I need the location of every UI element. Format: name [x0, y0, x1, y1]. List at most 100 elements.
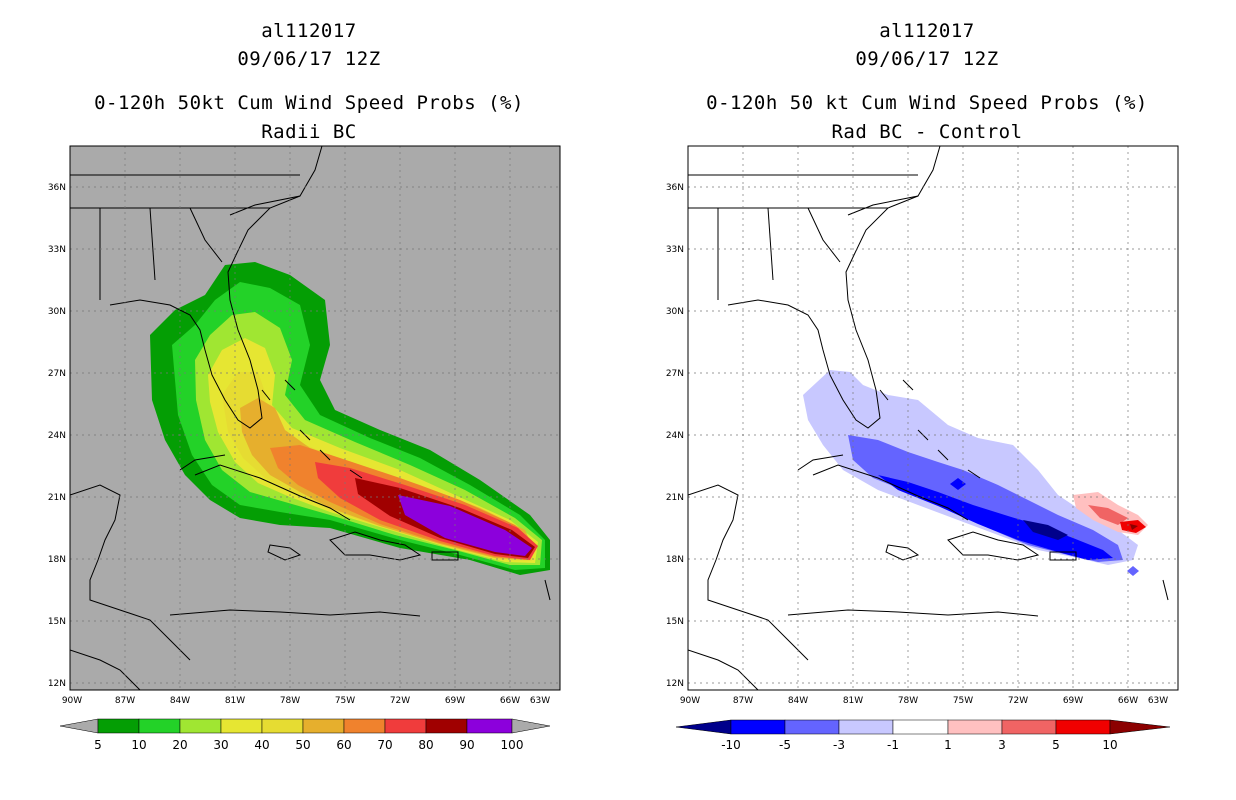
colorbar-label: 60 [336, 738, 351, 752]
lat-label: 21N [48, 493, 66, 503]
lat-label: 15N [48, 617, 66, 627]
lon-label: 81W [843, 696, 863, 706]
map-frame [69, 145, 561, 691]
colorbar [59, 718, 551, 734]
lon-label: 63W [1148, 696, 1168, 706]
lat-label: 21N [666, 493, 684, 503]
colorbar-label: 5 [94, 738, 102, 752]
colorbar-label: 90 [459, 738, 474, 752]
colorbar-bin [343, 718, 386, 734]
colorbar-label: 1 [944, 738, 952, 752]
colorbar-bin [425, 718, 468, 734]
lon-label: 81W [225, 696, 245, 706]
lon-label: 72W [390, 696, 410, 706]
storm-id-title: al112017 [879, 20, 975, 42]
lon-label: 78W [280, 696, 300, 706]
colorbar-label: 80 [418, 738, 433, 752]
diff-plus-3 [1088, 505, 1128, 525]
lon-label: 66W [500, 696, 520, 706]
colorbar-bin [179, 718, 222, 734]
datetime-title: 09/06/17 12Z [237, 48, 381, 70]
colorbar-bin [1001, 719, 1057, 735]
lon-label: 78W [898, 696, 918, 706]
diff-minus-10 [1023, 520, 1068, 540]
lat-label: 27N [48, 369, 66, 379]
lon-label: 75W [953, 696, 973, 706]
prob-90 [398, 495, 532, 556]
diff-minus-5-spot [950, 478, 966, 490]
lon-label: 69W [1063, 696, 1083, 706]
colorbar-label: 70 [377, 738, 392, 752]
colorbar-bin [947, 719, 1003, 735]
colorbar-low-arrow [59, 718, 99, 734]
lat-label: 30N [666, 307, 684, 317]
colorbar-label: -1 [887, 738, 899, 752]
lat-label: 36N [48, 183, 66, 193]
grid [70, 146, 560, 690]
lon-label: 72W [1008, 696, 1028, 706]
colorbar-label: -10 [721, 738, 741, 752]
lat-label: 12N [48, 679, 66, 689]
lon-label: 84W [788, 696, 808, 706]
difference-map: 36N 33N 30N 27N 24N 21N 18N 15N 12N 90W … [666, 145, 1179, 752]
colorbar-label: 10 [131, 738, 146, 752]
probability-map: 36N 33N 30N 27N 24N 21N 18N 15N 12N 90W … [48, 145, 561, 752]
colorbar-bin [784, 719, 840, 735]
colorbar-label: 50 [295, 738, 310, 752]
panel-radii-bc: al112017 09/06/17 12Z 0-120h 50kt Cum Wi… [48, 20, 561, 752]
colorbar-high-arrow [1109, 719, 1171, 735]
lon-label: 84W [170, 696, 190, 706]
colorbar-bin [892, 719, 949, 735]
colorbar-label: -3 [833, 738, 845, 752]
colorbar-label: 3 [998, 738, 1006, 752]
lat-label: 33N [666, 245, 684, 255]
lon-label: 75W [335, 696, 355, 706]
subtitle: Radii BC [261, 121, 357, 143]
colorbar [675, 719, 1171, 735]
colorbar-label: 30 [213, 738, 228, 752]
lon-label: 90W [62, 696, 82, 706]
grid [688, 146, 1178, 690]
colorbar-label: 5 [1052, 738, 1060, 752]
colorbar-label: 10 [1102, 738, 1117, 752]
lat-label: 33N [48, 245, 66, 255]
colorbar-label: 40 [254, 738, 269, 752]
colorbar-bin [838, 719, 894, 735]
diff-plus-10 [1130, 524, 1138, 530]
colorbar-bin [384, 718, 427, 734]
coastlines [688, 146, 1169, 690]
lon-label: 63W [530, 696, 550, 706]
lon-label: 69W [445, 696, 465, 706]
panel-difference: al112017 09/06/17 12Z 0-120h 50 kt Cum W… [618, 0, 1236, 800]
colorbar-bin [302, 718, 345, 734]
lon-label: 90W [680, 696, 700, 706]
lat-label: 18N [48, 555, 66, 565]
colorbar-label: 20 [172, 738, 187, 752]
colorbar-low-arrow [675, 719, 732, 735]
lat-label: 24N [48, 431, 66, 441]
colorbar-bin [138, 718, 181, 734]
datetime-title: 09/06/17 12Z [855, 48, 999, 70]
colorbar-high-arrow [511, 718, 551, 734]
colorbar-label: 100 [501, 738, 524, 752]
colorbar-bin [220, 718, 263, 734]
colorbar-bin [730, 719, 786, 735]
lat-label: 27N [666, 369, 684, 379]
diff-minus-3-spot [1127, 566, 1139, 576]
colorbar-bin [466, 718, 513, 734]
field-title: 0-120h 50kt Cum Wind Speed Probs (%) [94, 92, 524, 114]
colorbar-bin [97, 718, 140, 734]
coastlines [70, 146, 551, 690]
colorbar-label: -5 [779, 738, 791, 752]
lat-label: 30N [48, 307, 66, 317]
subtitle: Rad BC - Control [831, 121, 1023, 143]
lat-label: 18N [666, 555, 684, 565]
colorbar-bin [261, 718, 304, 734]
storm-id-title: al112017 [261, 20, 357, 42]
lat-label: 36N [666, 183, 684, 193]
lat-label: 12N [666, 679, 684, 689]
lat-label: 15N [666, 617, 684, 627]
map-frame [687, 145, 1179, 691]
lat-label: 24N [666, 431, 684, 441]
lon-label: 87W [115, 696, 135, 706]
